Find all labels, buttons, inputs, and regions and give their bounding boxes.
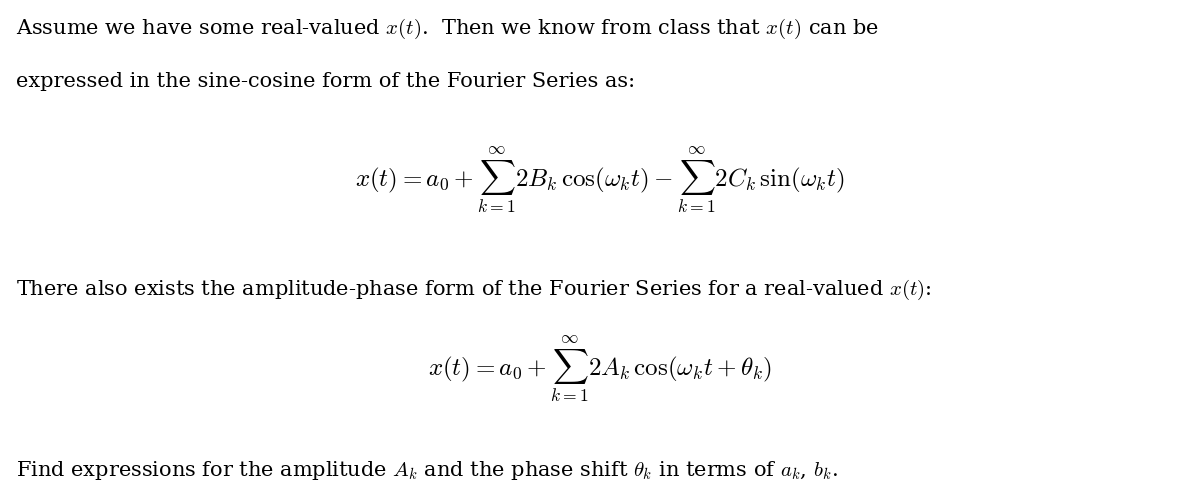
Text: $x(t) = a_0 + \sum_{k=1}^{\infty} 2B_k\,\cos(\omega_k t) - \sum_{k=1}^{\infty} 2: $x(t) = a_0 + \sum_{k=1}^{\infty} 2B_k\,… <box>355 146 845 216</box>
Text: Assume we have some real-valued $x(t)$.  Then we know from class that $x(t)$ can: Assume we have some real-valued $x(t)$. … <box>16 17 878 42</box>
Text: $x(t) = a_0 + \sum_{k=1}^{\infty} 2A_k\,\cos(\omega_k t + \theta_k)$: $x(t) = a_0 + \sum_{k=1}^{\infty} 2A_k\,… <box>428 334 772 405</box>
Text: There also exists the amplitude-phase form of the Fourier Series for a real-valu: There also exists the amplitude-phase fo… <box>16 278 931 302</box>
Text: Find expressions for the amplitude $A_k$ and the phase shift $\theta_k$ in terms: Find expressions for the amplitude $A_k$… <box>16 459 838 482</box>
Text: expressed in the sine-cosine form of the Fourier Series as:: expressed in the sine-cosine form of the… <box>16 72 635 91</box>
